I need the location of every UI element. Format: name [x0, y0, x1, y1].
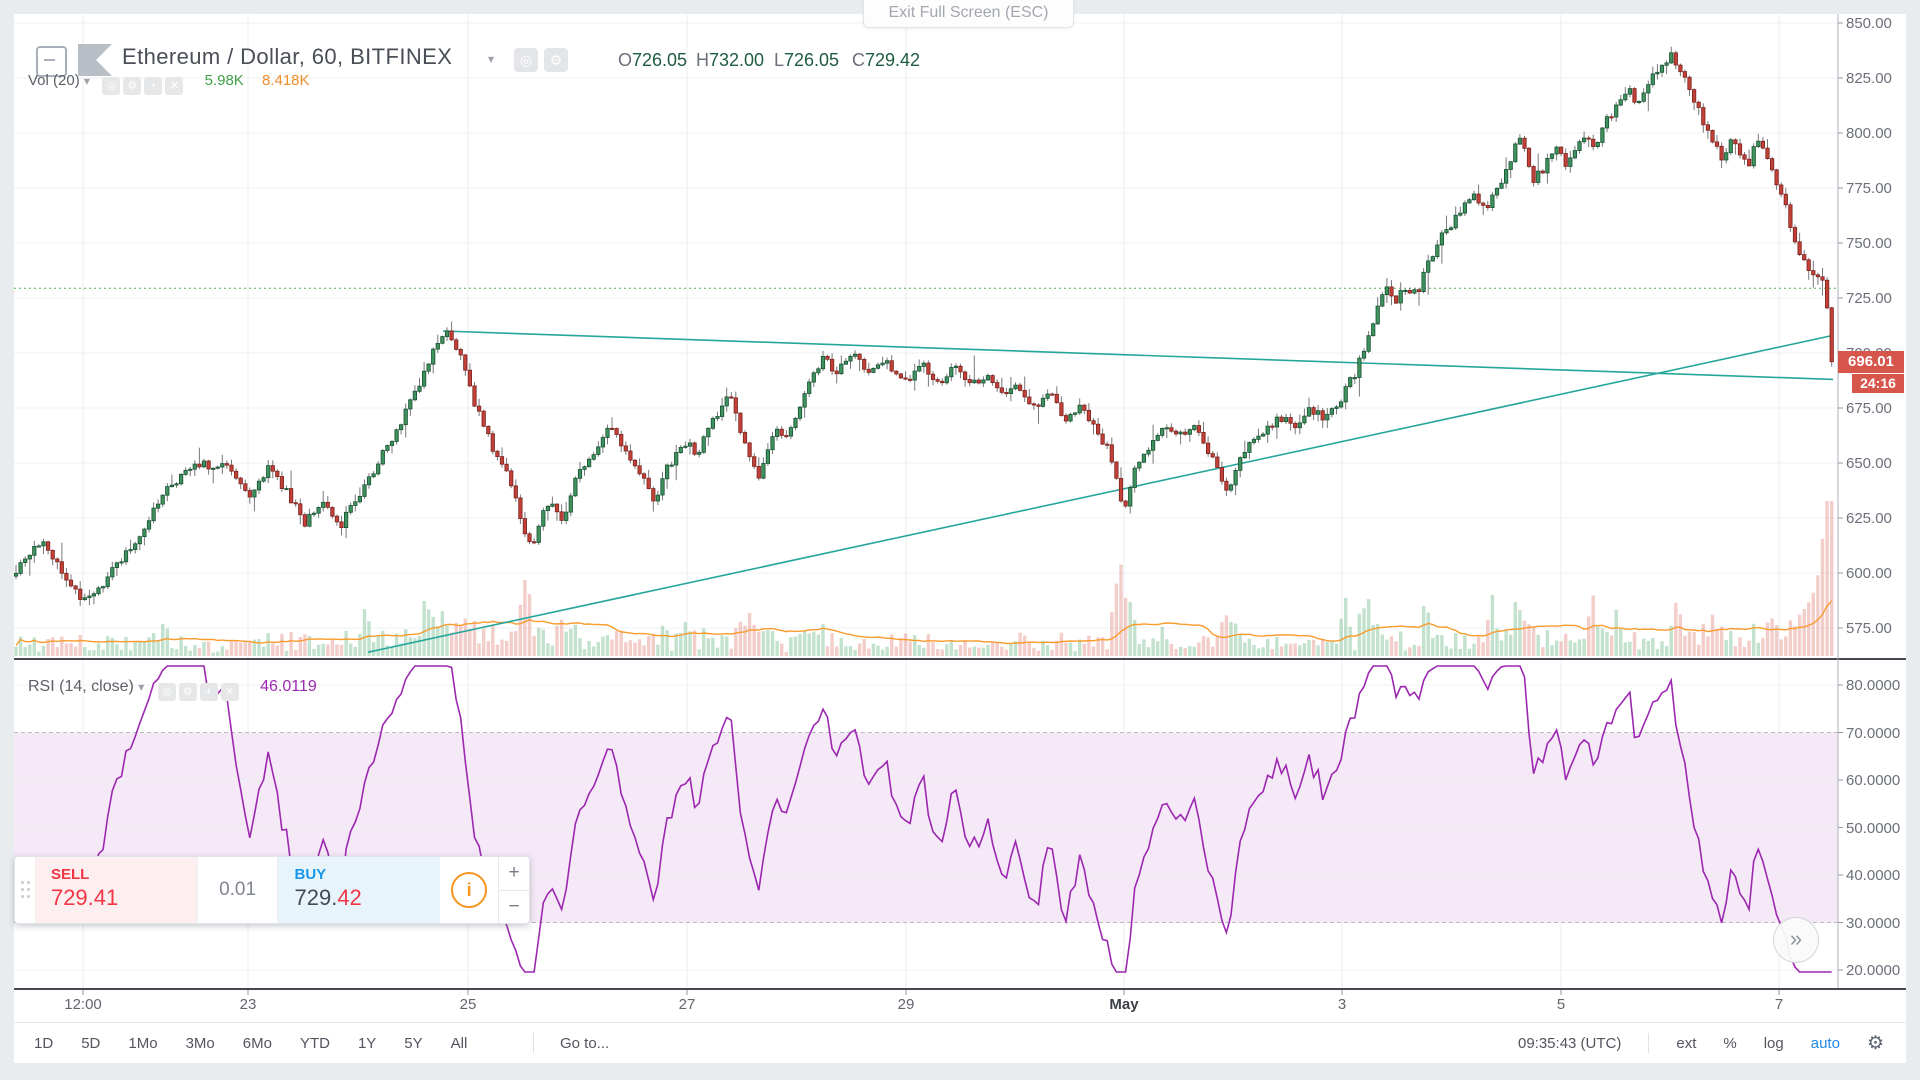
rsi-tick-label: 20.0000	[1846, 962, 1901, 979]
add-indicator-icon[interactable]: +	[144, 77, 163, 95]
price-tick-label: 675.00	[1846, 400, 1892, 417]
volume-current-value: 8.418K	[261, 72, 310, 89]
price-tick-label: 650.00	[1846, 455, 1892, 472]
range-button-5y[interactable]: 5Y	[404, 1034, 423, 1052]
rsi-tick-label: 40.0000	[1846, 867, 1901, 884]
range-button-1d[interactable]: 1D	[34, 1034, 54, 1052]
price-tick-label: 825.00	[1846, 70, 1892, 87]
hide-indicator-icon[interactable]: ◎	[157, 683, 176, 701]
sell-label: SELL	[50, 866, 90, 883]
rsi-tick-label: 50.0000	[1846, 819, 1901, 837]
rsi-tick-label: 70.0000	[1846, 724, 1901, 742]
legend-close: C729.42	[852, 50, 921, 70]
hide-series-icon[interactable]: ◎	[514, 48, 538, 72]
volume-indicator-row: Vol (20) ▾ ◎ ⚙ + ✕ 5.98K 8.418K	[28, 72, 310, 95]
time-tick-label: 3	[1337, 996, 1347, 1013]
quantity-field[interactable]: 0.01	[196, 857, 279, 923]
range-button-ytd[interactable]: YTD	[299, 1034, 330, 1052]
range-button-3mo[interactable]: 3Mo	[185, 1034, 215, 1052]
collapse-panel-button[interactable]	[36, 46, 67, 77]
auto-scale-toggle[interactable]: auto	[1810, 1034, 1840, 1052]
rsi-value: 46.0119	[260, 678, 317, 695]
time-tick-label: 5	[1556, 996, 1566, 1013]
time-tick-label: 27	[678, 996, 696, 1013]
exit-fullscreen-tooltip: Exit Full Screen (ESC)	[863, 0, 1074, 28]
time-tick-label: 29	[897, 996, 915, 1013]
percent-scale-toggle[interactable]: %	[1723, 1034, 1737, 1052]
buy-price: 729.42	[294, 885, 362, 910]
log-scale-toggle[interactable]: log	[1763, 1034, 1784, 1052]
time-axis[interactable]: 12:00 23 25 27 29 May 3 5 7	[14, 996, 1838, 1016]
range-button-all[interactable]: All	[450, 1034, 468, 1052]
range-button-5d[interactable]: 5D	[81, 1034, 101, 1052]
chevron-down-icon[interactable]: ▾	[83, 74, 90, 88]
bar-countdown-badge: 24:16	[1852, 373, 1904, 393]
info-section: i	[440, 857, 498, 923]
hide-indicator-icon[interactable]: ◎	[102, 77, 121, 95]
widget-drag-handle[interactable]	[15, 857, 35, 923]
last-price-badge: 696.01	[1838, 350, 1904, 373]
buy-label: BUY	[294, 866, 327, 883]
symbol-title[interactable]: Ethereum / Dollar, 60, BITFINEX	[122, 44, 453, 69]
rsi-tick-label: 30.0000	[1846, 914, 1901, 932]
range-button-6mo[interactable]: 6Mo	[242, 1034, 272, 1052]
rsi-tick-label: 60.0000	[1846, 772, 1901, 789]
indicator-settings-icon[interactable]: ⚙	[123, 77, 142, 95]
goto-button[interactable]: Go to...	[560, 1034, 610, 1052]
legend-open: O726.05	[618, 50, 688, 70]
price-tick-label: 600.00	[1846, 565, 1892, 582]
extended-hours-toggle[interactable]: ext	[1676, 1034, 1697, 1052]
increase-quantity-button[interactable]: +	[499, 857, 529, 891]
legend-high: H732.00	[696, 50, 765, 70]
rsi-indicator-row: RSI (14, close) ▾ ◎ ⚙ + ✕ 46.0119	[28, 678, 317, 701]
volume-indicator-label[interactable]: Vol (20)	[28, 72, 80, 89]
price-tick-label: 850.00	[1846, 15, 1892, 32]
price-tick-label: 775.00	[1846, 180, 1892, 197]
chart-card: Ethereum / Dollar, 60, BITFINEX ▾ ◎ ⚙ O7…	[14, 14, 1906, 1063]
volume-ma-value: 5.98K	[204, 72, 244, 89]
exchange-logo-icon	[78, 44, 112, 76]
gear-icon[interactable]: ⚙	[1866, 1032, 1884, 1054]
price-tick-label: 750.00	[1846, 235, 1892, 252]
decrease-quantity-button[interactable]: −	[508, 895, 520, 917]
minus-icon	[44, 59, 55, 61]
chevron-down-icon[interactable]: ▾	[488, 52, 495, 66]
time-tick-label: 23	[239, 996, 257, 1013]
bottom-toolbar: 1D 5D 1Mo 3Mo 6Mo YTD 1Y 5Y All Go to... 09:35:4…	[14, 1022, 1906, 1063]
time-tick-label: 7	[1774, 996, 1784, 1013]
quantity-stepper: + −	[498, 857, 529, 923]
series-settings-icon[interactable]: ⚙	[544, 48, 568, 72]
range-buttons: 1D 5D 1Mo 3Mo 6Mo YTD 1Y 5Y All	[34, 1023, 467, 1063]
toolbar-divider	[533, 1033, 534, 1053]
indicator-settings-icon[interactable]: ⚙	[178, 683, 197, 701]
remove-indicator-icon[interactable]: ✕	[220, 683, 239, 701]
rsi-tick-label: 80.0000	[1846, 677, 1901, 694]
info-icon[interactable]: i	[451, 872, 488, 908]
chevron-down-icon[interactable]: ▾	[138, 680, 145, 694]
rsi-indicator-label[interactable]: RSI (14, close)	[28, 678, 134, 695]
clock-label[interactable]: 09:35:43 (UTC)	[1517, 1034, 1622, 1052]
sell-price: 729.41	[50, 885, 119, 910]
toolbar-right: 09:35:43 (UTC) ext % log auto ⚙	[1518, 1023, 1884, 1063]
time-tick-label: 12:00	[64, 996, 102, 1013]
buy-button[interactable]: BUY 729.42	[278, 857, 441, 923]
legend-low: L726.05	[774, 50, 840, 70]
price-tick-label: 575.00	[1846, 620, 1892, 637]
toolbar-divider	[1648, 1033, 1650, 1053]
price-tick-label: 625.00	[1846, 510, 1892, 527]
price-tick-label: 725.00	[1846, 290, 1892, 307]
trade-widget: SELL 729.41 0.01 BUY 729.42 i + −	[14, 856, 530, 924]
time-tick-label: 25	[459, 996, 477, 1013]
range-button-1mo[interactable]: 1Mo	[128, 1034, 158, 1052]
remove-indicator-icon[interactable]: ✕	[165, 77, 184, 95]
price-tick-label: 800.00	[1846, 125, 1892, 142]
scroll-right-button[interactable]: »	[1773, 917, 1819, 963]
time-tick-label: May	[1109, 996, 1139, 1013]
add-indicator-icon[interactable]: +	[199, 683, 218, 701]
range-button-1y[interactable]: 1Y	[357, 1034, 377, 1052]
sell-button[interactable]: SELL 729.41	[34, 857, 197, 923]
